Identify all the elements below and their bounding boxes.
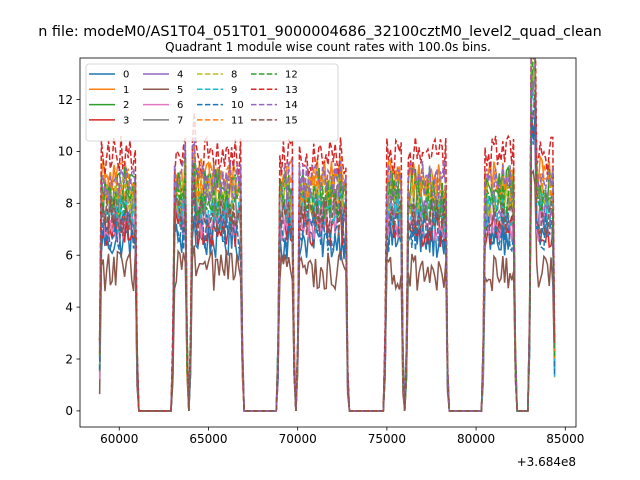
legend-label-4: 4 — [177, 70, 183, 81]
legend-label-3: 3 — [123, 116, 129, 127]
x-offset-label: +3.684e8 — [517, 455, 576, 469]
y-tick-label: 2 — [65, 352, 73, 366]
x-tick-label: 65000 — [189, 432, 227, 446]
figure-suptitle: n file: modeM0/AS1T04_051T01_9000004686_… — [38, 24, 602, 40]
legend-label-9: 9 — [231, 85, 237, 96]
y-tick-label: 12 — [58, 93, 73, 107]
legend-label-11: 11 — [231, 116, 244, 127]
legend-label-1: 1 — [123, 85, 129, 96]
legend-label-0: 0 — [123, 70, 129, 81]
legend-label-13: 13 — [285, 85, 298, 96]
plot-frame — [79, 57, 577, 428]
legend-label-2: 2 — [123, 100, 129, 111]
y-tick-label: 0 — [65, 404, 73, 418]
y-tick-label: 6 — [65, 249, 73, 263]
y-tick-label: 10 — [58, 145, 73, 159]
series-line-15 — [98, 89, 556, 412]
legend-label-7: 7 — [177, 116, 183, 127]
x-tick-label: 75000 — [368, 432, 406, 446]
series-line-12 — [98, 58, 556, 412]
x-tick-label: 80000 — [457, 432, 495, 446]
y-tick-label: 8 — [65, 197, 73, 211]
legend-label-12: 12 — [285, 70, 298, 81]
legend-label-15: 15 — [285, 116, 298, 127]
x-tick-label: 85000 — [546, 432, 584, 446]
x-tick-label: 70000 — [279, 432, 317, 446]
legend-label-6: 6 — [177, 100, 183, 111]
series-layer — [98, 58, 556, 412]
legend-label-10: 10 — [231, 100, 244, 111]
legend-label-8: 8 — [231, 70, 237, 81]
legend-label-5: 5 — [177, 85, 183, 96]
chart-title: Quadrant 1 module wise count rates with … — [165, 40, 491, 54]
legend-label-14: 14 — [285, 100, 298, 111]
series-line-14 — [98, 58, 556, 412]
y-tick-label: 4 — [65, 300, 73, 314]
x-tick-label: 60000 — [100, 432, 138, 446]
legend-box — [85, 63, 339, 142]
